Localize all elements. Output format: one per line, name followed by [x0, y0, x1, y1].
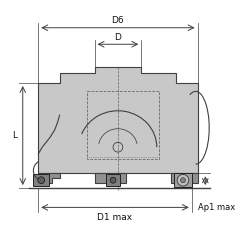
Polygon shape: [171, 174, 198, 183]
Circle shape: [180, 178, 186, 183]
Text: D6: D6: [112, 17, 124, 25]
Text: D: D: [114, 33, 121, 42]
Circle shape: [177, 174, 189, 186]
Bar: [33, 174, 49, 186]
Polygon shape: [38, 66, 198, 174]
Circle shape: [110, 177, 116, 183]
Circle shape: [38, 177, 45, 184]
Text: D1 max: D1 max: [97, 213, 132, 222]
Polygon shape: [95, 174, 126, 183]
Bar: [174, 174, 192, 187]
Polygon shape: [38, 174, 60, 183]
Bar: [87, 91, 159, 159]
Bar: [106, 174, 120, 186]
Text: Ap1 max: Ap1 max: [198, 203, 236, 212]
Text: L: L: [12, 131, 18, 140]
